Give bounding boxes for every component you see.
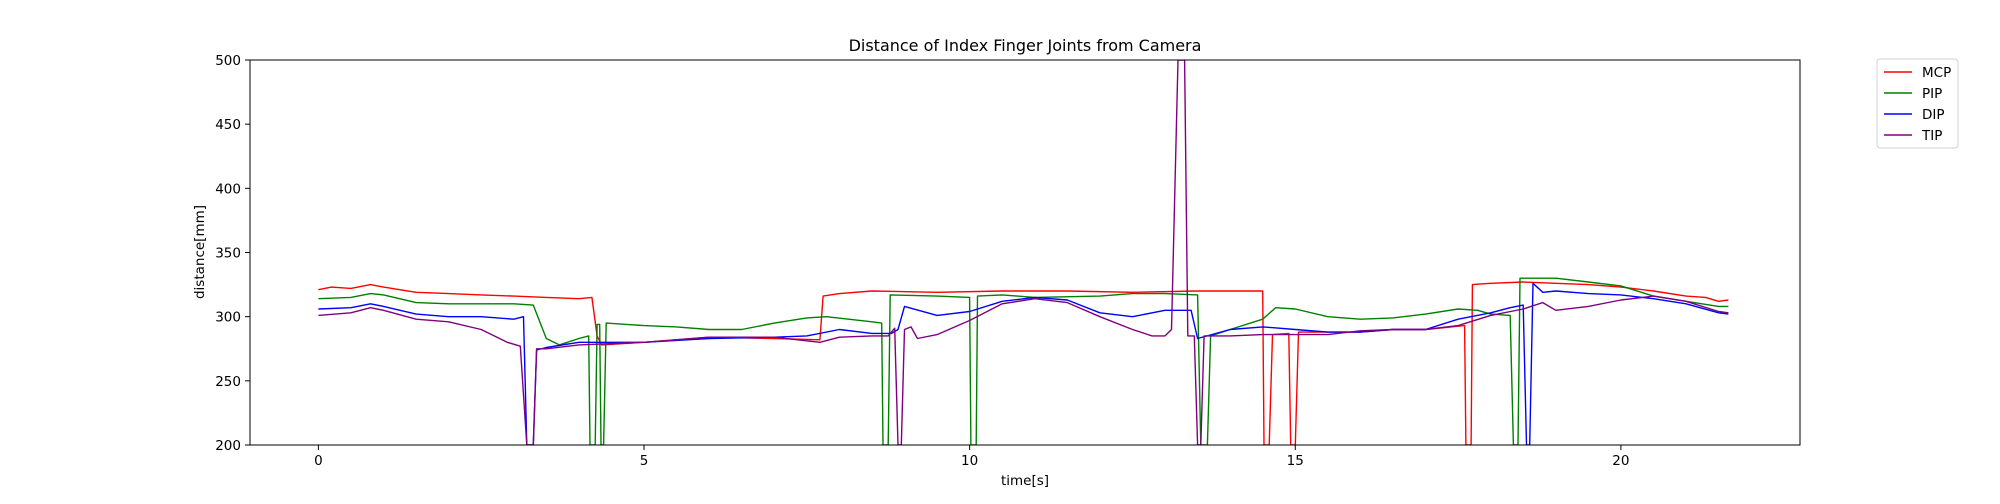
- y-tick-label: 200: [215, 438, 241, 454]
- legend-label-tip: TIP: [1921, 128, 1942, 144]
- x-tick-label: 20: [1612, 453, 1629, 469]
- x-tick-label: 5: [640, 453, 649, 469]
- x-tick-label: 0: [314, 453, 323, 469]
- x-tick-label: 10: [961, 453, 978, 469]
- x-axis-label: time[s]: [1001, 473, 1049, 489]
- series-line-tip: [318, 60, 1729, 445]
- legend-label-mcp: MCP: [1922, 65, 1951, 81]
- chart-title: Distance of Index Finger Joints from Cam…: [849, 36, 1202, 55]
- y-axis-label: distance[mm]: [192, 205, 208, 299]
- series-line-mcp: [318, 281, 1729, 445]
- y-tick-label: 500: [215, 53, 241, 69]
- y-tick-label: 300: [215, 310, 241, 326]
- y-axis: 200 250 300 350 400 450 500: [215, 53, 250, 454]
- y-tick-label: 400: [215, 181, 241, 197]
- legend-label-dip: DIP: [1922, 107, 1945, 123]
- x-tick-label: 15: [1287, 453, 1304, 469]
- series-layer: [318, 60, 1729, 445]
- legend-frame: [1876, 58, 1959, 149]
- x-axis: 0 5 10 15 20: [314, 445, 1629, 469]
- legend: MCP PIP DIP TIP: [1876, 58, 1959, 149]
- y-tick-label: 250: [215, 374, 241, 390]
- y-tick-label: 450: [215, 117, 241, 133]
- legend-label-pip: PIP: [1922, 86, 1942, 102]
- y-tick-label: 350: [215, 246, 241, 262]
- series-line-dip: [318, 282, 1729, 445]
